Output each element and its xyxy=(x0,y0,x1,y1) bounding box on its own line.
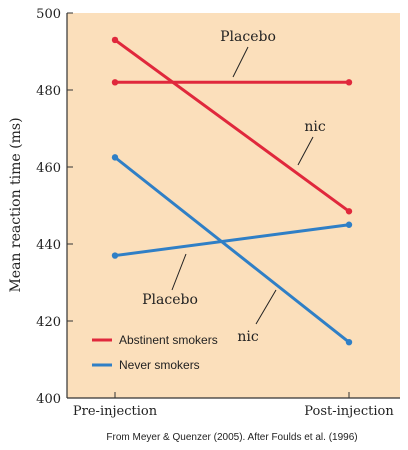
y-tick-label: 500 xyxy=(36,7,61,22)
annotation-leader xyxy=(171,253,187,291)
data-point xyxy=(345,338,353,346)
caption: From Meyer & Quenzer (2005). After Fould… xyxy=(106,432,357,443)
y-tick-label: 400 xyxy=(36,392,61,407)
y-axis-label: Mean reaction time (ms) xyxy=(8,117,24,292)
series-line xyxy=(113,223,351,258)
y-tick-label: 480 xyxy=(36,84,61,99)
data-point xyxy=(345,208,353,215)
legend-label: Abstinent smokers xyxy=(119,333,218,347)
data-point xyxy=(345,79,353,86)
annotation-leader xyxy=(232,46,249,78)
y-tick-label: 420 xyxy=(36,315,61,330)
data-point xyxy=(111,36,119,44)
plot-background xyxy=(67,13,400,398)
x-tick-label: Pre-injection xyxy=(73,404,158,419)
y-tick-label: 460 xyxy=(36,161,61,176)
data-point xyxy=(111,79,119,86)
annotation-label: nic xyxy=(237,329,258,345)
data-point xyxy=(111,252,119,259)
x-tick-label: Post-injection xyxy=(304,404,394,419)
y-tick-label: 440 xyxy=(36,238,61,253)
series-line xyxy=(113,155,351,344)
data-point xyxy=(111,154,119,161)
annotation-leader xyxy=(255,289,277,325)
data-point xyxy=(345,221,353,228)
annotation-label: Placebo xyxy=(142,292,198,308)
annotation-label: nic xyxy=(304,119,325,135)
annotation-leader xyxy=(297,136,314,166)
legend-label: Never smokers xyxy=(119,358,200,372)
series-line xyxy=(113,38,351,213)
annotation-label: Placebo xyxy=(220,29,276,45)
